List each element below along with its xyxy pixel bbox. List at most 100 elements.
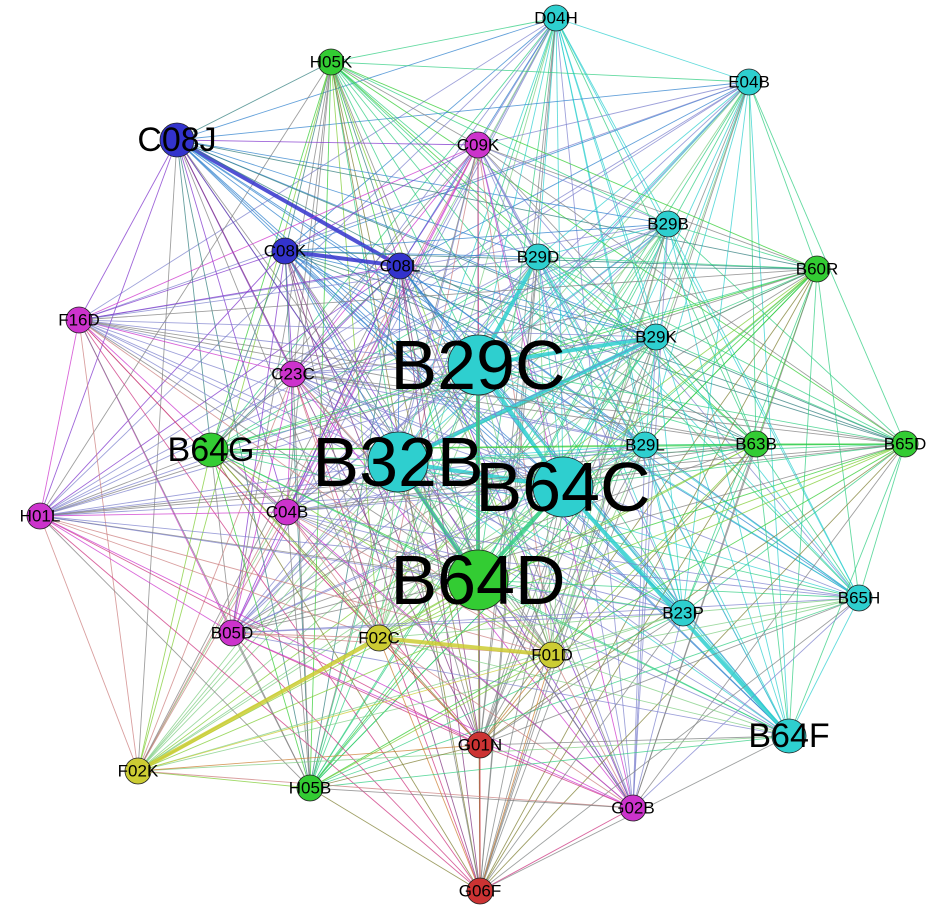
edge-B23P-G01N	[479, 612, 684, 746]
edge-D04H-B64F	[555, 17, 790, 737]
edge-C08J-B65D	[176, 139, 906, 445]
node-b60r[interactable]: B60R	[796, 255, 839, 283]
node-g01n[interactable]: G01N	[458, 731, 502, 759]
node-h05k[interactable]: H05K	[310, 48, 353, 76]
edge-B29B-B05D	[231, 223, 669, 634]
edge-B29D-B29K	[537, 256, 657, 338]
edge-B65D-F02K	[137, 443, 906, 772]
edge-H05K-B60R	[330, 61, 818, 270]
edge-B29D-F16D	[78, 256, 539, 321]
node-b64c[interactable]: B64C	[475, 448, 650, 526]
edge-C08J-F02K	[137, 139, 178, 772]
node-label-b29d: B29D	[517, 248, 560, 267]
edge-F02K-G02B	[137, 770, 634, 809]
edge-C09K-B29B	[477, 144, 669, 225]
edge-D04H-B29D	[537, 17, 557, 258]
edge-B29K-B63B	[655, 336, 757, 445]
edge-B65D-B64F	[788, 443, 906, 737]
node-f02c[interactable]: F02C	[358, 624, 400, 652]
edge-B64G-G01N	[210, 449, 481, 746]
node-b64d[interactable]: B64D	[390, 541, 565, 619]
edge-B64D-H05B	[309, 579, 479, 789]
edge-B29C-F02K	[137, 364, 479, 772]
edge-B05D-B23P	[231, 612, 684, 634]
edge-H05K-C08K	[284, 61, 332, 252]
node-b29b[interactable]: B29B	[647, 210, 689, 238]
node-circle-b29b	[654, 210, 682, 238]
edge-F16D-H05B	[78, 319, 311, 789]
node-label-g06f: G06F	[459, 882, 502, 901]
nodes-layer: D04H E04B H05K C08J C09K B29B C08K C08L B29D B60R…	[20, 4, 927, 905]
node-d04h[interactable]: D04H	[534, 4, 578, 32]
edge-B65H-G06F	[479, 597, 860, 892]
node-c08k[interactable]: C08K	[264, 237, 307, 265]
edge-C08J-B64G	[176, 139, 212, 451]
edge-C08L-F16D	[78, 265, 401, 321]
node-h01l[interactable]: H01L	[20, 502, 61, 530]
edge-F01D-G01N	[479, 654, 553, 746]
node-label-b64g: B64G	[168, 431, 255, 469]
edges-layer	[39, 17, 906, 892]
edge-B29C-B63B	[477, 364, 757, 445]
edge-C09K-B60R	[477, 144, 818, 270]
node-g06f[interactable]: G06F	[459, 877, 502, 905]
node-b63b[interactable]: B63B	[735, 430, 777, 458]
node-b05d[interactable]: B05D	[211, 619, 254, 647]
edge-C23C-B65D	[292, 373, 906, 445]
edge-B29C-H05B	[309, 364, 479, 789]
edge-E04B-C08J	[176, 81, 750, 141]
node-c23c[interactable]: C23C	[271, 360, 315, 388]
edge-B29L-B64F	[644, 444, 790, 737]
edge-C08K-B29K	[284, 250, 657, 338]
edge-C08J-H05B	[176, 139, 311, 789]
node-b65d[interactable]: B65D	[884, 430, 927, 458]
node-b29k[interactable]: B29K	[635, 323, 677, 351]
edge-C08J-B29K	[176, 139, 657, 338]
edge-C08L-B64G	[210, 265, 401, 451]
edge-F02C-F01D	[378, 636, 553, 657]
node-b29c[interactable]: B29C	[390, 326, 565, 404]
edge-B63B-B23P	[682, 443, 757, 614]
edge-F01D-G02B	[551, 654, 634, 809]
node-g02b[interactable]: G02B	[611, 794, 655, 822]
edge-F16D-B64F	[78, 319, 790, 737]
edge-C04B-F01D	[286, 511, 553, 656]
node-b64g[interactable]: B64G	[168, 431, 255, 469]
edge-B60R-B64C	[562, 268, 818, 488]
node-circle-b65h	[845, 584, 873, 612]
node-b64f[interactable]: B64F	[748, 717, 829, 755]
edge-F16D-H01L	[39, 319, 80, 517]
node-f16d[interactable]: F16D	[58, 306, 100, 334]
edge-H05K-G02B	[330, 61, 634, 809]
node-label-b65h: B65H	[838, 589, 881, 608]
node-b23p[interactable]: B23P	[662, 599, 704, 627]
node-h05b[interactable]: H05B	[289, 774, 332, 802]
edge-H01L-H05B	[39, 515, 311, 789]
edge-B32B-B05D	[231, 461, 399, 634]
node-b29l[interactable]: B29L	[625, 431, 665, 459]
edge-B64F-F02K	[137, 735, 790, 772]
node-c08l[interactable]: C08L	[380, 252, 421, 280]
node-c08j[interactable]: C08J	[137, 121, 216, 159]
node-e04b[interactable]: E04B	[728, 68, 770, 96]
edge-C08K-B05D	[231, 250, 286, 634]
node-circle-h05k	[317, 48, 345, 76]
node-b32b[interactable]: B32B	[312, 423, 483, 501]
edge-B29D-F01D	[537, 256, 553, 656]
edge-B65H-F02C	[378, 597, 860, 639]
edge-B64C-F02K	[137, 486, 564, 772]
edge-B29B-B64F	[667, 223, 790, 737]
edge-H01L-F01D	[39, 515, 553, 656]
node-b29d[interactable]: B29D	[517, 243, 560, 271]
node-label-b60r: B60R	[796, 260, 839, 279]
edge-B65H-H05B	[309, 597, 860, 789]
edge-B64F-G01N	[479, 735, 790, 746]
node-c09k[interactable]: C09K	[457, 131, 500, 159]
node-f02k[interactable]: F02K	[118, 757, 159, 785]
edge-H05K-B65H	[330, 61, 860, 599]
node-f01d[interactable]: F01D	[531, 641, 573, 669]
edge-B29L-F01D	[551, 444, 646, 656]
node-label-b05d: B05D	[211, 624, 254, 643]
node-c04b[interactable]: C04B	[266, 498, 309, 526]
node-b65h[interactable]: B65H	[838, 584, 881, 612]
